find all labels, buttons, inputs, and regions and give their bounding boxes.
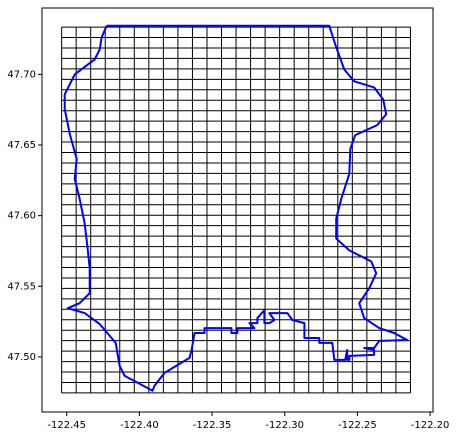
boundary-line [63,24,409,392]
x-tick-label: -122.25 [338,420,377,431]
x-tick-label: -122.35 [193,420,232,431]
x-tick-label: -122.30 [265,420,304,431]
plot-area [42,8,433,412]
axes-frame [41,7,434,413]
x-tick-label: -122.45 [47,420,86,431]
y-tick-label: 47.60 [7,211,36,222]
x-tick-label: -122.40 [120,420,159,431]
y-tick-label: 47.70 [7,69,36,80]
y-tick-label: 47.65 [7,140,36,151]
y-tick-label: 47.50 [7,352,36,363]
x-tick-label: -122.20 [411,420,450,431]
y-tick-label: 47.55 [7,281,36,292]
